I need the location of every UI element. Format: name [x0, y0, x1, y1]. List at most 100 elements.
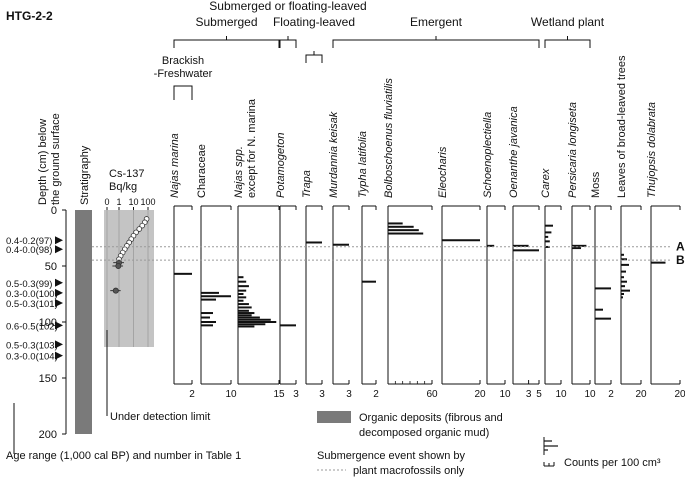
group-label-2: Floating-leaved — [273, 15, 355, 29]
taxon-column-bolboschoenus: 60 Bolboschoenus fluviatilis — [383, 78, 438, 400]
taxon-bar-characeae-3 — [201, 312, 213, 315]
age-marker-arrow-1 — [55, 245, 63, 254]
age-marker-arrow-3 — [55, 288, 63, 297]
taxon-name-bolboschoenus: Bolboschoenus fluviatilis — [383, 78, 395, 198]
cs137-panel — [104, 210, 154, 347]
taxon-bar-najas_spp-14 — [238, 321, 277, 323]
taxon-bar-broadleaf-2 — [621, 263, 629, 266]
taxon-bar-characeae-2 — [201, 298, 216, 301]
taxon-name-moss: Moss — [590, 171, 602, 198]
taxon-scale-label-oenanthe-0: 3 — [526, 389, 532, 400]
taxon-scale-label-schoenoplectiella-0: 10 — [499, 389, 511, 400]
taxon-bar-najas_spp-5 — [238, 296, 247, 299]
taxon-bar-murdannia-0 — [333, 243, 349, 246]
legend-organic-line1: Organic deposits (fibrous and — [359, 412, 503, 424]
taxon-bar-persicaria-0 — [572, 244, 587, 247]
taxon-scale-label-thujopsis-0: 20 — [674, 389, 685, 400]
taxon-bar-broadleaf-4 — [621, 276, 624, 279]
taxon-column-carex: 10 Carex — [540, 168, 567, 400]
taxon-bar-carex-3 — [545, 240, 550, 243]
taxon-name-murdannia: Murdannia keisak — [328, 111, 340, 198]
taxon-scale-label-persicaria-0: 10 — [584, 389, 596, 400]
group-bracket-3 — [332, 39, 540, 48]
taxon-column-trapa: 3 Trapa — [301, 170, 325, 400]
group-label-4: Wetland plant — [531, 15, 605, 29]
taxon-bar-najas_marina-0 — [174, 272, 192, 275]
taxon-bar-najas_spp-15 — [238, 323, 266, 326]
taxon-name-trapa: Trapa — [301, 170, 313, 198]
taxon-bar-najas_spp-0 — [238, 276, 244, 279]
taxon-bar-moss-0 — [595, 287, 611, 290]
taxon-bar-oenanthe-0 — [513, 244, 529, 247]
age-marker-arrow-0 — [55, 236, 63, 245]
taxon-column-persicaria: 10 Persicaria longiseta — [567, 102, 596, 400]
event-label-B: B — [676, 253, 685, 267]
taxon-column-moss: 2 Moss — [590, 171, 614, 400]
depth-tick-label-3: 150 — [39, 373, 57, 385]
legend-counts-scale — [543, 437, 558, 467]
taxon-scale-label-bolboschoenus-0: 60 — [426, 389, 438, 400]
taxon-scale-label-typha-0: 2 — [373, 389, 379, 400]
depth-axis-title-line2: the ground surface — [50, 113, 62, 205]
taxon-name-persicaria: Persicaria longiseta — [567, 102, 579, 198]
taxon-bar-potamogeton-0 — [280, 324, 296, 327]
taxon-bar-characeae-4 — [201, 316, 210, 319]
taxon-bar-moss-2 — [595, 317, 611, 320]
taxon-scale-label-moss-0: 2 — [608, 389, 614, 400]
taxon-column-thujopsis: 20 Thujopsis dolabrata — [646, 102, 685, 400]
age-marker-label-0: 0.4-0.2(97) — [6, 236, 52, 247]
age-marker-arrow-4 — [55, 298, 63, 307]
taxon-scale-label-oenanthe-1: 5 — [536, 389, 542, 400]
taxon-bar-oenanthe-1 — [513, 249, 539, 252]
age-marker-label-6: 0.5-0.3(103) — [6, 340, 58, 351]
cs137-point-3 — [136, 226, 143, 232]
taxon-name-potamogeton: Potamogeton — [275, 133, 287, 198]
taxon-bar-eleocharis-0 — [442, 239, 480, 242]
cs137-scale-label-3: 100 — [140, 197, 155, 207]
group-bracket-0 — [173, 39, 280, 48]
age-marker-label-5: 0.6-0.5(102) — [6, 321, 58, 332]
depth-tick-label-0: 0 — [51, 205, 57, 217]
taxon-bar-characeae-6 — [201, 324, 213, 327]
taxon-bar-carex-0 — [545, 224, 553, 227]
taxon-bar-schoenoplectiella-0 — [487, 244, 495, 247]
taxon-name-line2-najas_spp: except for N. marina — [246, 98, 258, 198]
taxon-scale-label-characeae-0: 10 — [225, 389, 237, 400]
taxon-scale-label-potamogeton-0: 3 — [293, 389, 299, 400]
legend-event-line1: Submergence event shown by — [317, 450, 465, 462]
taxon-bar-trapa-0 — [306, 241, 322, 244]
age-marker-label-2: 0.5-0.3(99) — [6, 279, 52, 290]
subgroup-bracket — [173, 85, 193, 100]
taxon-bar-broadleaf-7 — [621, 289, 630, 292]
age-marker-arrow-2 — [55, 278, 63, 287]
age-caption: Age range (1,000 cal BP) and number in T… — [6, 450, 241, 462]
taxon-bar-najas_spp-3 — [238, 289, 247, 292]
age-marker-arrow-5 — [55, 321, 63, 330]
taxon-bar-broadleaf-5 — [621, 280, 627, 283]
taxon-bar-bolboschoenus-3 — [388, 232, 424, 235]
taxon-bar-najas_spp-16 — [238, 325, 255, 328]
age-marker-label-4: 0.5-0.3(101) — [6, 299, 58, 310]
taxon-bar-najas_spp-12 — [238, 316, 260, 319]
group-label-3: Emergent — [410, 15, 463, 29]
taxon-name-broadleaf: Leaves of broad-leaved trees — [616, 55, 628, 198]
group-bracket-2 — [305, 54, 323, 63]
taxon-name-najas_spp: Najas spp. — [233, 146, 245, 198]
taxon-name-carex: Carex — [540, 168, 552, 198]
group-bracket-1 — [279, 39, 297, 48]
taxon-column-murdannia: 3 Murdannia keisak — [328, 111, 352, 400]
taxon-bar-carex-4 — [545, 245, 550, 248]
taxon-bar-najas_spp-2 — [238, 285, 249, 288]
taxon-name-characeae: Characeae — [196, 144, 208, 198]
group-bracket-4 — [544, 39, 591, 48]
taxon-column-typha: 2 Typha latifolia — [357, 131, 379, 400]
taxon-bar-najas_spp-13 — [238, 318, 271, 321]
taxon-bar-najas_spp-9 — [238, 309, 249, 312]
taxon-column-characeae: 10 Characeae — [196, 144, 237, 400]
taxon-bar-characeae-5 — [201, 321, 216, 323]
taxon-bar-broadleaf-9 — [621, 296, 623, 299]
taxon-bar-characeae-0 — [201, 291, 219, 294]
age-marker-arrow-6 — [55, 340, 63, 349]
taxon-bar-broadleaf-8 — [621, 293, 624, 295]
